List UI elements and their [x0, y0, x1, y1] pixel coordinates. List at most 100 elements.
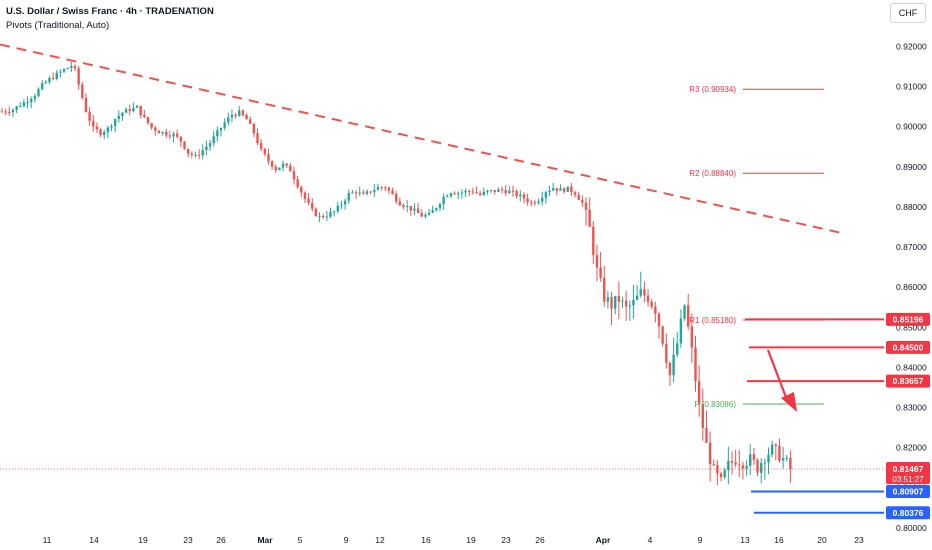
candle-body — [384, 187, 387, 189]
x-tick-label: 12 — [375, 535, 385, 545]
price-tag-label: 0.85196 — [893, 314, 924, 324]
x-tick-label: 9 — [698, 535, 703, 545]
candle-body — [730, 460, 734, 463]
down-arrow-shaft — [766, 349, 789, 401]
candle-body — [679, 318, 683, 344]
x-tick-label: 23 — [854, 535, 864, 545]
candle-body — [157, 130, 161, 134]
candle-body — [281, 163, 285, 168]
candle-body — [336, 205, 339, 212]
candle-body — [603, 277, 606, 302]
candle-body — [387, 187, 391, 191]
candle-body — [632, 299, 635, 306]
candle-body — [4, 111, 7, 113]
candle-body — [789, 457, 792, 469]
indicator-label[interactable]: Pivots (Traditional, Auto) — [6, 20, 110, 31]
candle-body — [165, 131, 168, 136]
candle-body — [694, 347, 697, 382]
y-tick-label: 0.85000 — [896, 322, 927, 332]
candle-body — [340, 204, 343, 206]
candle-body — [124, 109, 128, 113]
candle-body — [460, 192, 464, 194]
candle-body — [223, 122, 226, 128]
candle-body — [427, 212, 431, 215]
candle-body — [635, 295, 639, 300]
candle-body — [289, 165, 292, 172]
candle-body — [311, 203, 314, 209]
candle-body — [555, 188, 558, 191]
currency-button[interactable]: CHF — [890, 3, 926, 23]
candle-body — [332, 211, 336, 213]
candle-body — [70, 66, 73, 68]
candle-body — [723, 470, 726, 478]
candle-body — [11, 109, 15, 113]
candle-body — [734, 462, 737, 465]
candle-body — [592, 226, 595, 256]
candle-body — [533, 202, 537, 204]
candle-body — [241, 110, 245, 116]
candle-body — [446, 196, 449, 198]
x-tick-label: 5 — [298, 535, 303, 545]
pivot-label: R1 (0.85180) — [689, 316, 736, 325]
candle-body — [143, 115, 146, 118]
candle-body — [672, 354, 675, 376]
candle-body — [424, 214, 427, 217]
candle-body — [504, 190, 507, 194]
candle-body — [274, 166, 277, 171]
candle-body — [541, 197, 544, 202]
candle-body — [760, 463, 763, 473]
candle-body — [73, 66, 77, 69]
candle-body — [409, 206, 412, 211]
candle-body — [270, 161, 274, 167]
x-tick-label: 19 — [466, 535, 476, 545]
candle-body — [110, 126, 113, 128]
down-arrow-head — [781, 392, 797, 412]
y-tick-label: 0.84000 — [896, 362, 927, 372]
y-tick-label: 0.92000 — [896, 41, 927, 51]
candle-body — [646, 295, 650, 302]
candle-body — [584, 202, 588, 210]
candle-body — [51, 78, 55, 80]
candle-body — [431, 210, 434, 213]
price-tag — [886, 484, 930, 498]
y-tick-label: 0.90000 — [896, 122, 927, 132]
candle-body — [749, 454, 752, 466]
candle-body — [219, 127, 223, 131]
candle-body — [300, 187, 303, 193]
candle-body — [15, 106, 18, 110]
x-tick-label: 20 — [817, 535, 827, 545]
candle-body — [351, 192, 354, 194]
price-tag — [886, 340, 930, 354]
candle-body — [639, 289, 642, 296]
candle-body — [59, 71, 62, 73]
x-tick-label: 26 — [535, 535, 545, 545]
symbol-title[interactable]: U.S. Dollar / Swiss Franc · 4h · TRADENA… — [6, 6, 214, 17]
candle-body — [139, 105, 142, 116]
candle-body — [537, 201, 540, 204]
candle-body — [92, 120, 95, 127]
candle-body — [227, 117, 230, 123]
y-tick-label: 0.91000 — [896, 82, 927, 92]
candle-body — [365, 191, 369, 194]
price-tag — [886, 461, 930, 484]
x-tick-label: 23 — [501, 535, 511, 545]
candle-body — [420, 213, 423, 217]
candle-body — [325, 216, 329, 218]
candle-body — [551, 188, 555, 191]
candle-body — [697, 381, 701, 405]
candle-body — [62, 69, 66, 72]
candle-body — [44, 82, 47, 84]
candle-body — [176, 133, 179, 137]
y-tick-label: 0.88000 — [896, 202, 927, 212]
candle-body — [106, 127, 110, 133]
candle-body — [168, 135, 172, 137]
candle-body — [103, 132, 106, 136]
candle-body — [66, 67, 69, 70]
candle-body — [84, 97, 88, 112]
candle-body — [186, 148, 190, 154]
candle-body — [179, 136, 183, 142]
candle-body — [48, 78, 51, 83]
candle-body — [493, 190, 496, 192]
candle-body — [562, 188, 566, 192]
